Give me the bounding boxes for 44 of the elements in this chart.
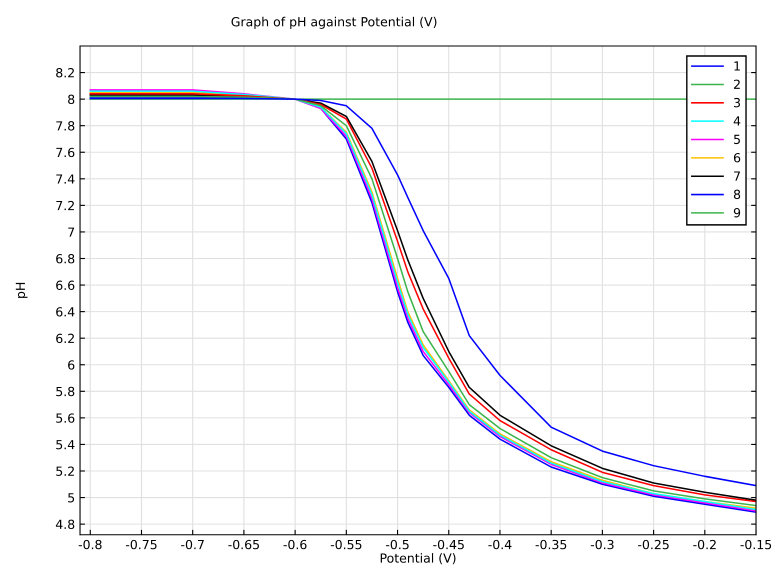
legend-label: 8 — [734, 190, 740, 200]
x-tick-label: -0.8 — [78, 540, 102, 550]
y-tick-label: 7.2 — [56, 200, 74, 210]
legend-label: 5 — [734, 134, 740, 144]
legend-label: 7 — [734, 171, 740, 181]
x-tick-label: -0.25 — [638, 540, 669, 550]
y-tick-label: 6.8 — [56, 254, 74, 264]
x-tick-label: -0.7 — [181, 540, 204, 550]
y-tick-label: 5.2 — [56, 466, 74, 476]
x-tick-label: -0.75 — [126, 540, 157, 550]
x-tick-label: -0.35 — [536, 540, 566, 550]
y-tick-label: 5.6 — [56, 413, 74, 423]
y-tick-label: 7.8 — [56, 121, 74, 131]
x-tick-label: -0.6 — [284, 540, 307, 550]
y-tick-label: 5.8 — [56, 386, 74, 396]
y-tick-label: 6.6 — [56, 280, 74, 290]
y-tick-label: 5.4 — [56, 440, 74, 450]
y-tick-label: 5 — [68, 493, 74, 502]
legend-label: 2 — [734, 80, 740, 89]
legend-label: 1 — [734, 61, 740, 70]
y-tick-label: 7.6 — [56, 148, 74, 158]
y-tick-label: 4.8 — [56, 520, 74, 530]
x-tick-label: -0.65 — [228, 540, 259, 550]
y-tick-label: 8.2 — [56, 68, 74, 78]
y-tick-label: 6 — [68, 360, 74, 370]
x-tick-label: -0.5 — [386, 540, 409, 550]
y-tick-label: 7.4 — [56, 174, 74, 184]
y-tick-label: 6.4 — [56, 307, 74, 317]
y-tick-label: 6.2 — [56, 334, 74, 344]
y-tick-label: 7 — [68, 228, 74, 237]
x-axis-title: Potential (V) — [380, 553, 456, 564]
x-tick-label: -0.2 — [693, 540, 716, 550]
chart-title: Graph of pH against Potential (V) — [231, 16, 436, 29]
x-tick-label: -0.15 — [740, 540, 772, 550]
x-tick-label: -0.55 — [330, 540, 362, 550]
x-tick-label: -0.3 — [590, 540, 614, 550]
y-tick-label: 8 — [68, 94, 74, 104]
legend-label: 4 — [734, 116, 740, 126]
x-tick-label: -0.45 — [433, 540, 464, 550]
y-axis-title: pH — [16, 282, 28, 298]
legend-label: 3 — [734, 98, 740, 108]
x-tick-label: -0.4 — [488, 540, 512, 550]
legend-label: 6 — [734, 152, 740, 162]
legend-label: 9 — [734, 208, 740, 218]
